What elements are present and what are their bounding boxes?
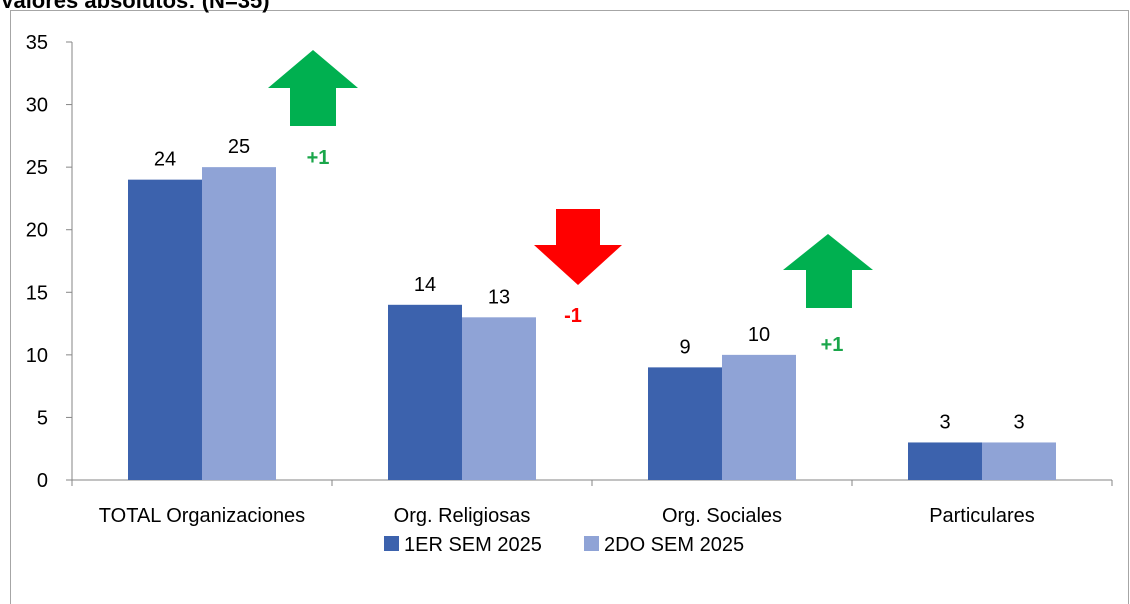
x-tick-label: Particulares: [929, 505, 1035, 527]
value-label: 24: [154, 149, 176, 171]
arrow-up: [783, 234, 873, 308]
y-tick-label: 15: [26, 282, 48, 304]
bar: [128, 179, 202, 480]
x-tick-label: TOTAL Organizaciones: [99, 505, 305, 527]
legend-label: 2DO SEM 2025: [604, 534, 744, 556]
y-tick-label: 5: [37, 407, 48, 429]
x-tick-label: Org. Sociales: [662, 505, 782, 527]
bar: [908, 442, 982, 480]
annotation: +1: [821, 334, 844, 356]
value-label: 14: [414, 274, 436, 296]
value-label: 25: [228, 136, 250, 158]
x-tick-label: Org. Religiosas: [394, 505, 531, 527]
legend-swatch: [584, 536, 599, 551]
legend-swatch: [384, 536, 399, 551]
y-tick-label: 30: [26, 95, 48, 117]
bar: [648, 367, 722, 480]
y-tick-label: 25: [26, 157, 48, 179]
bar: [202, 167, 276, 480]
y-tick-label: 0: [37, 470, 48, 492]
value-label: 9: [679, 336, 690, 358]
value-label: 3: [939, 411, 950, 433]
bar: [722, 354, 796, 480]
chart-border: [10, 10, 1129, 604]
legend-label: 1ER SEM 2025: [404, 534, 542, 556]
value-label: 3: [1013, 411, 1024, 433]
bar: [982, 442, 1056, 480]
y-tick-label: 10: [26, 345, 48, 367]
value-label: 10: [748, 324, 770, 346]
arrow-down: [534, 209, 622, 285]
chart-title: Valores absolutos: (N=35): [0, 0, 270, 13]
bar: [388, 304, 462, 480]
annotation: -1: [564, 305, 582, 327]
y-tick-label: 20: [26, 220, 48, 242]
value-label: 13: [488, 286, 510, 308]
arrow-up: [268, 50, 358, 126]
y-tick-label: 35: [26, 32, 48, 54]
bar: [462, 317, 536, 480]
annotation: +1: [307, 147, 330, 169]
